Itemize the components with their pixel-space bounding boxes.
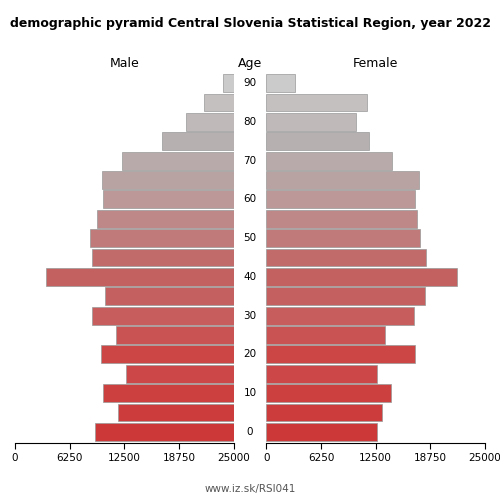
- Bar: [266, 190, 415, 208]
- Bar: [96, 423, 234, 441]
- Bar: [266, 268, 457, 286]
- Bar: [162, 132, 234, 150]
- Text: www.iz.sk/RSI041: www.iz.sk/RSI041: [204, 484, 296, 494]
- Text: 40: 40: [244, 272, 256, 282]
- Title: Female: Female: [353, 57, 399, 70]
- Bar: [266, 404, 382, 421]
- Text: 50: 50: [244, 233, 256, 243]
- Title: Age: Age: [238, 57, 262, 70]
- Text: 30: 30: [244, 310, 256, 320]
- Bar: [122, 152, 234, 170]
- Bar: [90, 229, 234, 247]
- Bar: [92, 306, 234, 324]
- Bar: [186, 113, 234, 131]
- Text: 0: 0: [246, 427, 253, 437]
- Bar: [118, 404, 234, 421]
- Text: 60: 60: [244, 194, 256, 204]
- Bar: [266, 346, 415, 364]
- Bar: [97, 210, 234, 228]
- Bar: [266, 210, 417, 228]
- Text: 80: 80: [244, 117, 256, 127]
- Bar: [266, 132, 368, 150]
- Bar: [126, 365, 234, 382]
- Bar: [266, 113, 356, 131]
- Bar: [105, 288, 234, 305]
- Bar: [102, 171, 234, 189]
- Bar: [116, 326, 234, 344]
- Bar: [266, 384, 390, 402]
- Bar: [266, 248, 426, 266]
- Text: 90: 90: [244, 78, 256, 88]
- Bar: [266, 423, 376, 441]
- Bar: [104, 190, 234, 208]
- Bar: [266, 94, 367, 112]
- Text: 70: 70: [244, 156, 256, 166]
- Text: 10: 10: [244, 388, 256, 398]
- Bar: [266, 74, 296, 92]
- Bar: [104, 384, 234, 402]
- Bar: [266, 365, 376, 382]
- Bar: [100, 346, 234, 364]
- Bar: [223, 74, 234, 92]
- Bar: [266, 229, 420, 247]
- Bar: [266, 152, 392, 170]
- Bar: [266, 171, 418, 189]
- Text: demographic pyramid Central Slovenia Statistical Region, year 2022: demographic pyramid Central Slovenia Sta…: [10, 18, 490, 30]
- Bar: [266, 306, 414, 324]
- Title: Male: Male: [110, 57, 139, 70]
- Bar: [266, 326, 386, 344]
- Bar: [266, 288, 424, 305]
- Text: 20: 20: [244, 350, 256, 360]
- Bar: [204, 94, 234, 112]
- Bar: [92, 248, 234, 266]
- Bar: [46, 268, 234, 286]
